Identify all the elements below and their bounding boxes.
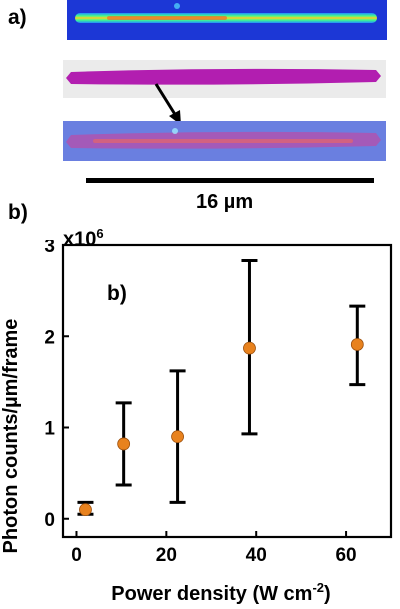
nanowire-bright-field-image [63, 60, 386, 98]
data-point [350, 338, 364, 351]
plot-frame [61, 243, 393, 539]
data-point [117, 437, 131, 451]
y-tick-label: 1 [44, 419, 55, 440]
fluorescence-image [67, 0, 387, 40]
y-axis-label: Photon counts/µm/frame [0, 319, 22, 554]
panel-b-label: b) [8, 201, 28, 224]
x-tick-label: 0 [71, 545, 82, 566]
scatter-chart: 0 20 40 60 0 1 2 3 b) Power density (W cm-2) Phot… [0, 240, 393, 605]
x-axis-label: Power density (W cm-2) [111, 580, 330, 605]
x-tick-label: 40 [246, 545, 267, 566]
scale-bar-label: 16 µm [196, 191, 254, 213]
x-tick-label: 60 [335, 545, 356, 566]
y-tick-label: 0 [44, 510, 55, 531]
overlay-image [63, 121, 386, 161]
data-point [243, 341, 256, 355]
data-point [79, 503, 92, 517]
panel-a-label: a) [8, 6, 27, 29]
panel-b-inner-label: b) [107, 282, 127, 305]
y-tick-label: 2 [44, 327, 55, 348]
data-point [171, 430, 184, 444]
y-tick-label: 3 [44, 240, 55, 257]
x-tick-label: 20 [156, 545, 177, 566]
scale-bar [86, 178, 374, 183]
